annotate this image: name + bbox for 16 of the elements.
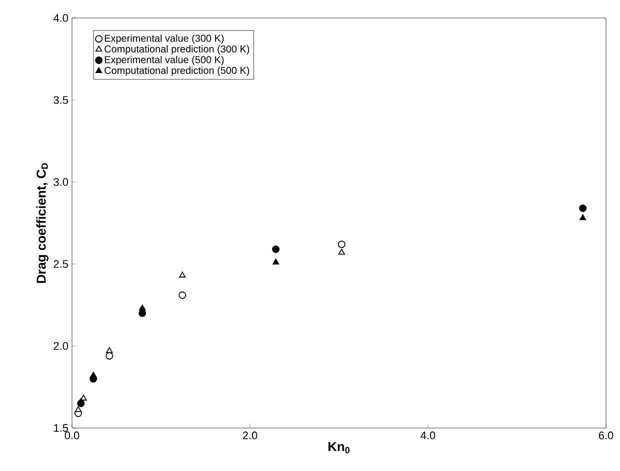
x-tick-label: 0.0 xyxy=(64,432,80,440)
y-tick-label: 1.5 xyxy=(54,424,68,432)
y-tick-label: 4.0 xyxy=(53,14,68,22)
x-tick-label: 6.0 xyxy=(598,432,614,440)
y-tick-label: 3.0 xyxy=(54,178,68,186)
text: Kn$_{0}$ xyxy=(328,442,350,454)
x-tick-label: 2.0 xyxy=(242,432,258,440)
y-tick-label: 3.5 xyxy=(54,96,68,104)
y-tick-label: 2.0 xyxy=(54,342,68,350)
y-tick-label: 2.5 xyxy=(54,260,68,268)
legend-label: Experimental value (300 K) xyxy=(104,34,224,44)
legend-label: Experimental value (500 K) xyxy=(104,56,224,66)
text: Drag coefficient, C$_{D}$ xyxy=(36,163,48,283)
legend-label: Computational prediction (300 K) xyxy=(104,45,250,54)
legend-label: Computational prediction (500 K) xyxy=(104,66,250,76)
x-tick-label: 4.0 xyxy=(420,432,436,440)
